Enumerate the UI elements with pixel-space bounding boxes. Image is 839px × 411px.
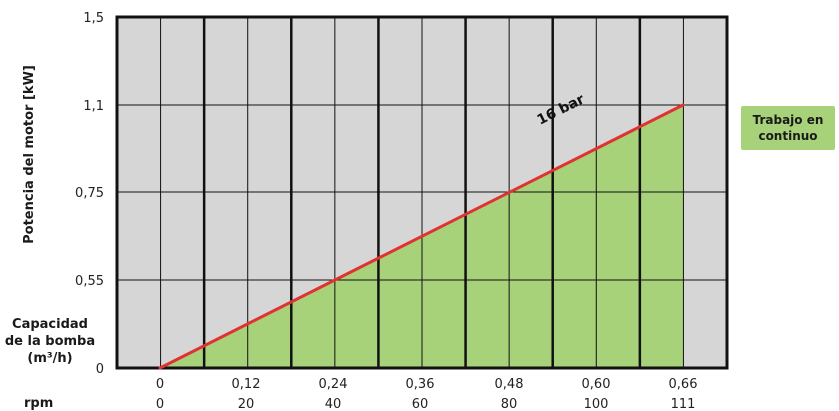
- rpm-tick-label: 20: [238, 397, 255, 410]
- x-tick-label: 0: [156, 377, 164, 392]
- rpm-tick-label: 80: [501, 397, 518, 410]
- rpm-tick-label: 111: [671, 397, 696, 410]
- y-tick-label: 1,1: [83, 99, 104, 114]
- x-tick-label: 0,12: [232, 377, 261, 392]
- x-tick-label: 0,60: [582, 377, 611, 392]
- x-tick-label: 0,66: [669, 377, 698, 392]
- y-tick-label: 0,75: [75, 186, 104, 201]
- x-tick-label: 0,36: [406, 377, 435, 392]
- y-tick-label: 0,55: [75, 274, 104, 289]
- y-axis-label-text: Potencia del motor [kW]: [21, 64, 37, 244]
- x-tick-label: 0,24: [319, 377, 348, 392]
- plot-border: [115, 15, 729, 370]
- series-line-16-bar: [158, 103, 685, 370]
- continuous-work-badge-text: Trabajo en continuo: [752, 113, 824, 143]
- rpm-caption: rpm: [24, 396, 54, 411]
- rpm-tick-label: 40: [325, 397, 342, 410]
- rpm-tick-label: 0: [156, 397, 164, 410]
- y-tick-label: 0: [96, 362, 104, 377]
- y-axis-label: Potencia del motor [kW]: [14, 44, 44, 264]
- y-tick-label: 1,5: [83, 11, 104, 26]
- x-axis-caption: Capacidad de la bomba (m³/h): [4, 317, 96, 366]
- rpm-tick-label: 100: [584, 397, 609, 410]
- rpm-tick-label: 60: [412, 397, 429, 410]
- x-tick-label: 0,48: [495, 377, 524, 392]
- continuous-work-badge: Trabajo en continuo: [741, 106, 835, 150]
